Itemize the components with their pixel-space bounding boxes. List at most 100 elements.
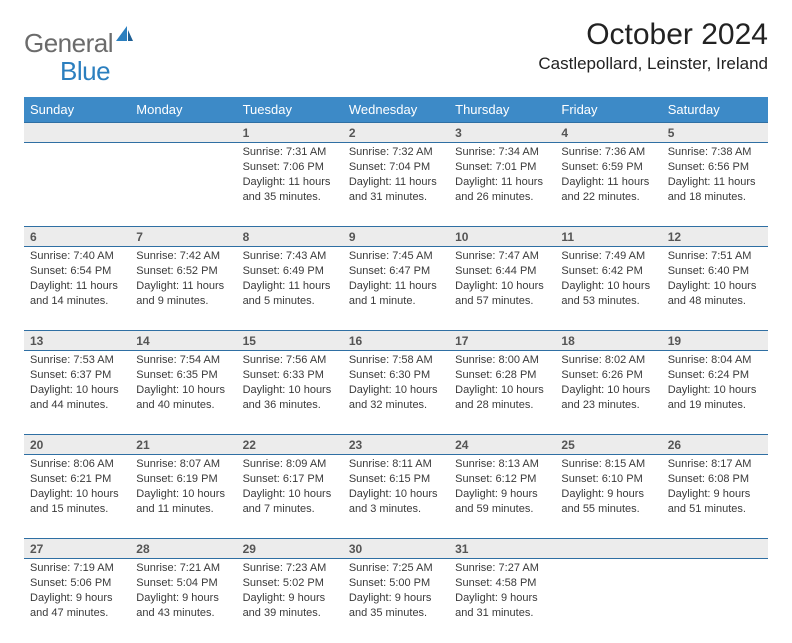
sunset-line: Sunset: 6:24 PM <box>668 369 749 381</box>
sunset-line: Sunset: 5:04 PM <box>136 577 217 589</box>
day-cell: Sunrise: 8:17 AMSunset: 6:08 PMDaylight:… <box>662 455 768 539</box>
sunrise-line: Sunrise: 7:38 AM <box>668 146 752 158</box>
sunset-line: Sunset: 6:42 PM <box>561 265 642 277</box>
day-cell: Sunrise: 7:45 AMSunset: 6:47 PMDaylight:… <box>343 247 449 331</box>
daynum <box>662 539 768 559</box>
sunset-line: Sunset: 5:06 PM <box>30 577 111 589</box>
sunset-line: Sunset: 5:02 PM <box>243 577 324 589</box>
day-cell: Sunrise: 8:15 AM Sunset: 6:10 PM Daylight:… <box>555 455 661 539</box>
daylight-line: Daylight: 9 hours and 39 minutes. <box>243 592 326 619</box>
day-cell: Sunrise: 7:56 AMSunset: 6:33 PMDaylight:… <box>237 351 343 435</box>
day-content: Sunrise: 8:02 AMSunset: 6:26 PMDaylight:… <box>555 351 661 416</box>
sunrise-line: Sunrise: 7:21 AM <box>136 562 220 574</box>
daynum: 8 <box>237 227 343 247</box>
daylight-line: Daylight: 10 hours and 48 minutes. <box>668 280 757 307</box>
day-cell: Sunrise: 7:34 AMSunset: 7:01 PMDaylight:… <box>449 143 555 227</box>
day-cell: Sunrise: 8:09 AMSunset: 6:17 PMDaylight:… <box>237 455 343 539</box>
sunset-line: Sunset: 6:40 PM <box>668 265 749 277</box>
daynum: 2 <box>343 123 449 143</box>
day-content: Sunrise: 7:51 AMSunset: 6:40 PMDaylight:… <box>662 247 768 312</box>
sail-icon <box>113 24 135 51</box>
day-content: Sunrise: 8:06 AMSunset: 6:21 PMDaylight:… <box>24 455 130 520</box>
weekday-saturday: Saturday <box>662 97 768 123</box>
daynum: 23 <box>343 435 449 455</box>
sunrise-line: Sunrise: 7:19 AM <box>30 562 114 574</box>
day-content: Sunrise: 7:36 AMSunset: 6:59 PMDaylight:… <box>555 143 661 208</box>
day-cell: Sunrise: 7:21 AM Sunset: 5:04 PM Daylight:… <box>130 559 236 643</box>
sunrise-line: Sunrise: 8:11 AM <box>349 458 432 470</box>
daylight-line: Daylight: 11 hours and 26 minutes. <box>455 176 543 203</box>
week-2-cells: Sunrise: 7:53 AMSunset: 6:37 PMDaylight:… <box>24 351 768 435</box>
sunset-line: Sunset: 6:26 PM <box>561 369 642 381</box>
calendar-page: General October 2024 Castlepollard, Lein… <box>0 0 792 643</box>
brand-text-1: General <box>24 28 113 59</box>
daynum: 20 <box>24 435 130 455</box>
sunrise-line: Sunrise: 7:34 AM <box>455 146 539 158</box>
sunset-line: Sunset: 6:44 PM <box>455 265 536 277</box>
sunrise-line: Sunrise: 7:27 AM <box>455 562 539 574</box>
sunrise-line: Sunrise: 7:42 AM <box>136 250 220 262</box>
day-cell: Sunrise: 7:42 AMSunset: 6:52 PMDaylight:… <box>130 247 236 331</box>
sunset-line: Sunset: 6:37 PM <box>30 369 111 381</box>
day-cell: Sunrise: 7:32 AMSunset: 7:04 PMDaylight:… <box>343 143 449 227</box>
daylight-line: Daylight: 11 hours and 22 minutes. <box>561 176 649 203</box>
day-content: Sunrise: 7:38 AMSunset: 6:56 PMDaylight:… <box>662 143 768 208</box>
day-content: Sunrise: 8:09 AMSunset: 6:17 PMDaylight:… <box>237 455 343 520</box>
sunset-line: Sunset: 6:17 PM <box>243 473 324 485</box>
day-cell: Sunrise: 7:38 AMSunset: 6:56 PMDaylight:… <box>662 143 768 227</box>
day-cell: Sunrise: 7:58 AMSunset: 6:30 PMDaylight:… <box>343 351 449 435</box>
day-cell: Sunrise: 8:13 AMSunset: 6:12 PMDaylight:… <box>449 455 555 539</box>
weekday-sunday: Sunday <box>24 97 130 123</box>
day-cell: Sunrise: 8:00 AMSunset: 6:28 PMDaylight:… <box>449 351 555 435</box>
daynum: 29 <box>237 539 343 559</box>
day-content: Sunrise: 7:23 AMSunset: 5:02 PMDaylight:… <box>237 559 343 624</box>
day-content: Sunrise: 8:13 AMSunset: 6:12 PMDaylight:… <box>449 455 555 520</box>
day-content: Sunrise: 8:15 AM Sunset: 6:10 PM Daylight:… <box>555 455 661 520</box>
sunset-line: Sunset: 6:15 PM <box>349 473 430 485</box>
day-cell: Sunrise: 7:27 AMSunset: 4:58 PMDaylight:… <box>449 559 555 643</box>
day-cell: Sunrise: 7:31 AMSunset: 7:06 PMDaylight:… <box>237 143 343 227</box>
daylight-line: Daylight: 10 hours and 40 minutes. <box>136 384 225 411</box>
weekday-wednesday: Wednesday <box>343 97 449 123</box>
daylight-line: Daylight: 10 hours and 44 minutes. <box>30 384 119 411</box>
daylight-line: Daylight: 9 hours and 55 minutes. <box>561 488 644 515</box>
sunrise-line: Sunrise: 7:58 AM <box>349 354 433 366</box>
day-cell: Sunrise: 8:11 AMSunset: 6:15 PMDaylight:… <box>343 455 449 539</box>
daylight-line: Daylight: 11 hours and 14 minutes. <box>30 280 118 307</box>
daynum: 4 <box>555 123 661 143</box>
location: Castlepollard, Leinster, Ireland <box>538 54 768 74</box>
sunrise-line: Sunrise: 7:43 AM <box>243 250 327 262</box>
weekday-tuesday: Tuesday <box>237 97 343 123</box>
daynum: 11 <box>555 227 661 247</box>
daynum: 26 <box>662 435 768 455</box>
daynum: 19 <box>662 331 768 351</box>
day-content: Sunrise: 7:56 AMSunset: 6:33 PMDaylight:… <box>237 351 343 416</box>
week-4-nums: 2728293031 <box>24 539 768 559</box>
daynum: 17 <box>449 331 555 351</box>
daynum: 3 <box>449 123 555 143</box>
sunset-line: Sunset: 6:33 PM <box>243 369 324 381</box>
day-cell <box>24 143 130 227</box>
daynum: 9 <box>343 227 449 247</box>
sunset-line: Sunset: 6:47 PM <box>349 265 430 277</box>
sunrise-line: Sunrise: 8:15 AM <box>561 458 645 470</box>
daylight-line: Daylight: 9 hours and 59 minutes. <box>455 488 538 515</box>
sunset-line: Sunset: 6:10 PM <box>561 473 642 485</box>
daylight-line: Daylight: 9 hours and 43 minutes. <box>136 592 219 619</box>
day-cell: Sunrise: 7:47 AMSunset: 6:44 PMDaylight:… <box>449 247 555 331</box>
sunset-line: Sunset: 4:58 PM <box>455 577 536 589</box>
sunrise-line: Sunrise: 7:32 AM <box>349 146 433 158</box>
brand-text-2: Blue <box>60 56 110 86</box>
sunset-line: Sunset: 6:21 PM <box>30 473 111 485</box>
day-cell: Sunrise: 7:43 AMSunset: 6:49 PMDaylight:… <box>237 247 343 331</box>
title-block: October 2024 Castlepollard, Leinster, Ir… <box>538 18 768 74</box>
sunset-line: Sunset: 6:30 PM <box>349 369 430 381</box>
daynum: 22 <box>237 435 343 455</box>
day-cell: Sunrise: 7:36 AMSunset: 6:59 PMDaylight:… <box>555 143 661 227</box>
daynum: 18 <box>555 331 661 351</box>
day-content: Sunrise: 7:34 AMSunset: 7:01 PMDaylight:… <box>449 143 555 208</box>
sunrise-line: Sunrise: 7:40 AM <box>30 250 114 262</box>
daylight-line: Daylight: 11 hours and 1 minute. <box>349 280 437 307</box>
sunrise-line: Sunrise: 7:49 AM <box>561 250 645 262</box>
daynum: 7 <box>130 227 236 247</box>
